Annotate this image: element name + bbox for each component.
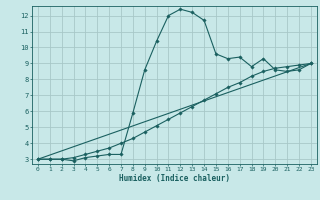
X-axis label: Humidex (Indice chaleur): Humidex (Indice chaleur) [119,174,230,183]
